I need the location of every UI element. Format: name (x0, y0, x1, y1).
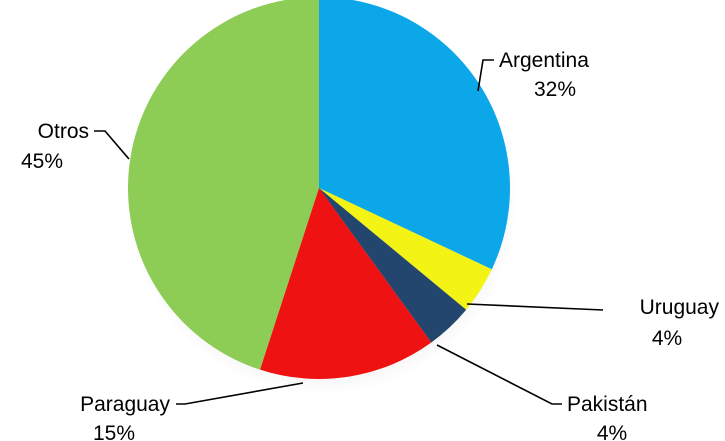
leader-line-otros (94, 130, 130, 160)
label-paraguay-name: Paraguay (80, 393, 170, 416)
leader-line-uruguay (466, 303, 604, 311)
pie-slice-uruguay (319, 188, 492, 310)
pie-slice-paraguay (259, 188, 432, 379)
pie-slice-otros (128, 0, 319, 370)
label-uruguay-pct: 4% (652, 327, 682, 350)
label-uruguay-name: Uruguay (640, 296, 720, 319)
leader-line-pakistan (436, 344, 562, 405)
label-pakistan-name: Pakistán (567, 393, 648, 416)
label-paraguay-pct: 15% (93, 422, 135, 441)
leader-line-argentina (477, 59, 494, 92)
label-argentina-name: Argentina (499, 49, 589, 72)
pie-slice-argentina (319, 0, 510, 270)
label-otros-pct: 45% (21, 150, 63, 173)
leader-lines (94, 59, 604, 405)
pie-slices (128, 0, 510, 379)
leader-line-paraguay (176, 382, 304, 405)
data-labels: Argentina 32% Uruguay 4% Pakistán 4% Par… (21, 49, 720, 441)
label-argentina-pct: 32% (534, 78, 576, 101)
label-otros-name: Otros (38, 120, 89, 143)
pie-slice-pakistan (319, 188, 467, 343)
label-pakistan-pct: 4% (597, 422, 627, 441)
